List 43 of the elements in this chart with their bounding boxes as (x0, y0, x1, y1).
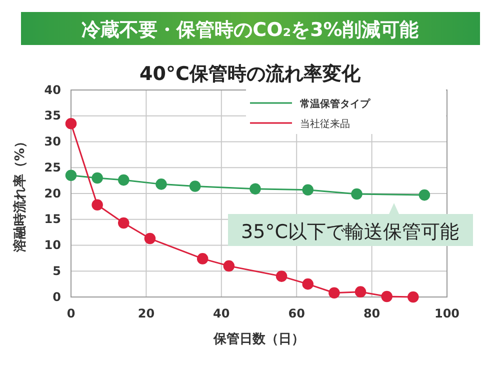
y-tick-label: 5 (52, 264, 61, 278)
point (408, 291, 419, 303)
x-axis-title: 保管日数（日） (212, 332, 304, 347)
y-tick-label: 30 (44, 134, 61, 149)
y-tick-label: 35 (44, 108, 61, 123)
point (276, 270, 288, 282)
y-tick-label: 25 (44, 160, 61, 174)
y-axis-title: 溶融時流れ率（%） (12, 134, 28, 254)
chart-title: 冷蔵不要・保管時のCO₂を3%削減可能 (82, 19, 418, 41)
point (118, 174, 130, 186)
point (65, 118, 77, 130)
point (418, 189, 430, 201)
x-tick-label: 80 (363, 306, 380, 321)
x-tick-label: 20 (138, 306, 155, 321)
point (92, 172, 103, 184)
point (196, 253, 208, 264)
x-tick-label: 100 (434, 306, 460, 321)
y-tick-label: 10 (44, 238, 61, 252)
point (302, 184, 314, 196)
y-tick-label: 20 (44, 186, 61, 200)
point (250, 183, 261, 194)
annotation: 35°C以下で輸送保管可能 (241, 221, 459, 243)
x-tick-label: 60 (288, 306, 305, 321)
point (118, 217, 130, 229)
point (381, 290, 392, 302)
point (144, 232, 156, 244)
y-tick-label: 40 (44, 82, 61, 97)
y-tick-label: 15 (44, 212, 61, 226)
point (156, 178, 167, 190)
x-tick-label: 0 (66, 306, 76, 321)
point (302, 278, 314, 290)
legend-label: 当社従来品 (300, 118, 350, 130)
legend-label: 常温保管タイプ (300, 98, 371, 110)
point (328, 287, 340, 298)
point (92, 199, 103, 211)
point (354, 286, 366, 298)
y-tick-label: 0 (52, 290, 61, 304)
point (65, 170, 77, 182)
point (189, 180, 201, 192)
x-tick-label: 40 (213, 306, 230, 321)
point (351, 188, 362, 200)
point (223, 260, 235, 272)
chart-subtitle: 40°C保管時の流れ率変化 (140, 63, 362, 85)
